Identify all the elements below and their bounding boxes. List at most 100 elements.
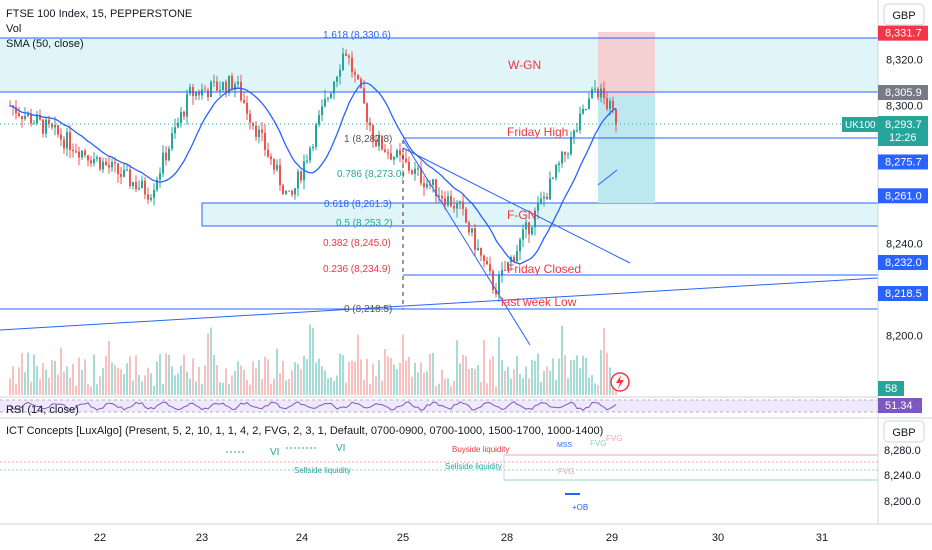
volume-bar — [177, 373, 179, 395]
volume-bar — [18, 367, 20, 395]
volume-bar — [132, 380, 134, 395]
volume-bar — [567, 377, 569, 395]
candle-body — [387, 152, 389, 154]
ict-currency-button[interactable]: GBP — [883, 420, 925, 443]
volume-bar — [579, 368, 581, 395]
candle-body — [57, 125, 59, 135]
volume-bar — [291, 370, 293, 395]
candle-body — [468, 222, 470, 233]
volume-bar — [390, 358, 392, 395]
volume-bar — [213, 355, 215, 395]
volume-bar — [273, 378, 275, 395]
candle-body — [135, 182, 137, 190]
volume-bar — [171, 366, 173, 395]
ict-axis-tick-3: 8,200.0 — [884, 496, 921, 508]
candle-body — [165, 152, 167, 161]
candle-body — [480, 247, 482, 256]
volume-bar — [39, 379, 41, 395]
volume-bar — [207, 333, 209, 395]
candle-body — [390, 153, 392, 160]
candle-body — [207, 90, 209, 98]
volume-bar — [279, 373, 281, 395]
candle-body — [276, 165, 278, 170]
volume-bar — [102, 368, 104, 395]
candle-body — [216, 81, 218, 91]
candle-body — [348, 55, 350, 58]
volume-bar — [597, 384, 599, 395]
candle-body — [192, 86, 194, 97]
volume-bar — [234, 370, 236, 395]
volume-bar — [108, 340, 110, 395]
volume-bar — [594, 383, 596, 395]
horizontal-levels — [0, 37, 878, 310]
candle-body — [153, 189, 155, 198]
candle-body — [204, 89, 206, 91]
symbol-badge[interactable] — [842, 117, 878, 132]
volume-bar — [543, 370, 545, 395]
volume-bar — [174, 375, 176, 395]
candle-body — [516, 251, 518, 262]
volume-bar — [576, 355, 578, 395]
volume-bar — [411, 376, 413, 395]
volume-bar — [393, 364, 395, 395]
volume-bar — [522, 378, 524, 395]
candle-body — [279, 165, 281, 186]
x-tick-24: 24 — [296, 532, 308, 544]
volume-bar — [30, 381, 32, 395]
ict-mss-label: MSS — [557, 442, 573, 449]
volume-bar — [486, 383, 488, 395]
chart-title[interactable]: FTSE 100 Index, 15, PEPPERSTONE — [6, 8, 192, 20]
volume-bar — [363, 379, 365, 395]
vol-label[interactable]: Vol — [6, 23, 21, 35]
rsi-tag-2-text: 51.34 — [885, 400, 913, 412]
fib-label-0786: 0.786 (8,273.0) — [337, 169, 405, 180]
candle-body — [534, 210, 536, 228]
candle-body — [453, 206, 455, 209]
candle-body — [120, 174, 122, 177]
candle-body — [198, 91, 200, 96]
ict-fvg-label-2: FVG — [590, 439, 606, 448]
volume-bar — [153, 385, 155, 395]
volume-bar — [270, 383, 272, 395]
candle-body — [234, 84, 236, 90]
candle-body — [231, 75, 233, 90]
volume-bar — [168, 354, 170, 395]
x-tick-23: 23 — [196, 532, 208, 544]
volume-bar — [525, 366, 527, 395]
volume-bar — [288, 379, 290, 395]
candle-body — [66, 132, 68, 149]
volume-bar — [516, 355, 518, 395]
volume-bar — [606, 352, 608, 395]
candle-body — [615, 108, 617, 125]
candle-body — [102, 161, 104, 170]
volume-bar — [57, 374, 59, 395]
volume-bar — [447, 378, 449, 395]
candle-body — [318, 115, 320, 125]
volume-bar — [423, 372, 425, 395]
candle-body — [303, 161, 305, 181]
volume-bar — [84, 359, 86, 395]
volume-bar — [549, 370, 551, 395]
y-tick-0: 8,320.0 — [886, 55, 923, 67]
candle-body — [342, 53, 344, 70]
candle-body — [561, 151, 563, 164]
volume-bar — [282, 360, 284, 395]
ict-buyside-label: Buyside liquidity — [452, 445, 509, 454]
ict-fvg-label-3: FVG — [558, 467, 574, 476]
candle-body — [405, 158, 407, 162]
sma-label[interactable]: SMA (50, close) — [6, 38, 84, 50]
volume-bar — [450, 386, 452, 395]
currency-button[interactable]: GBP — [883, 3, 925, 26]
candle-body — [384, 149, 386, 153]
volume-bar — [519, 374, 521, 395]
volume-bar — [204, 365, 206, 395]
volume-bar — [261, 378, 263, 395]
volume-bar — [36, 365, 38, 395]
candle-body — [99, 157, 101, 170]
volume-bar — [126, 363, 128, 395]
candle-body — [456, 202, 458, 209]
candle-body — [327, 97, 329, 99]
candle-body — [366, 103, 368, 123]
lightning-icon[interactable] — [610, 372, 630, 392]
